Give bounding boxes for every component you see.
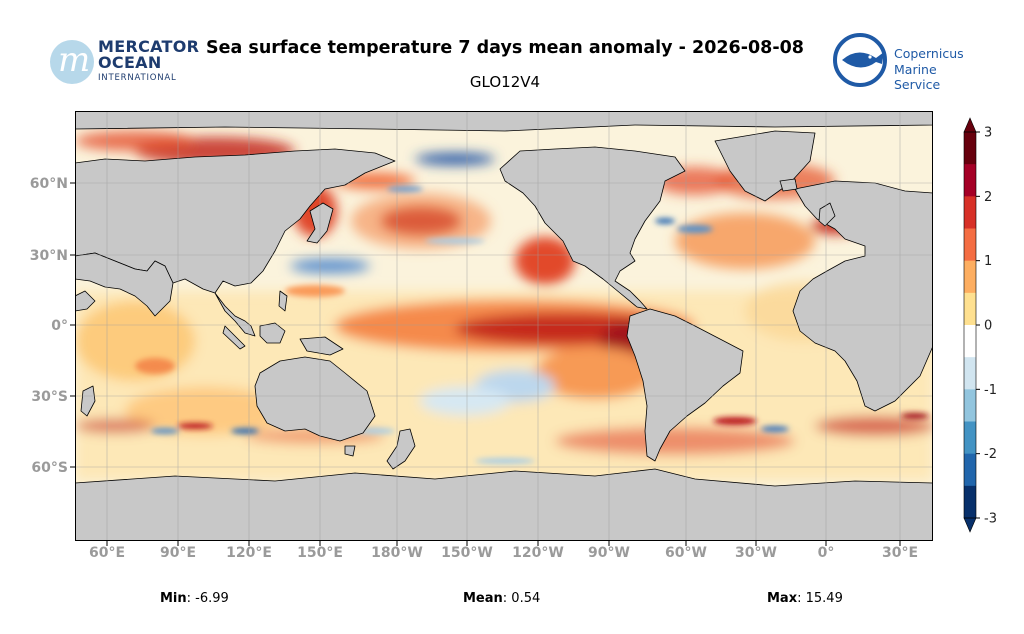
colorbar-segment xyxy=(964,389,976,422)
stat-mean-value: : 0.54 xyxy=(502,591,541,606)
lon-tick-label: 60°W xyxy=(665,545,707,561)
lat-tick-label: 30°S xyxy=(31,389,68,405)
arabia-india xyxy=(75,252,174,317)
anomaly-field xyxy=(75,131,933,481)
colorbar-segment xyxy=(964,357,976,390)
colorbar-segment xyxy=(964,228,976,262)
graticule xyxy=(75,111,933,541)
fish-icon xyxy=(833,33,887,87)
chart-title: Sea surface temperature 7 days mean anom… xyxy=(206,38,804,58)
stat-mean: Mean: 0.54 xyxy=(463,591,540,606)
copernicus-marine-logo: Copernicus Marine Service xyxy=(832,30,982,92)
colorbar-segment xyxy=(964,453,976,487)
africa-east xyxy=(75,290,96,312)
colorbar-segment xyxy=(964,292,976,326)
lon-tick-label: 150°E xyxy=(297,545,343,561)
sst-anomaly-map xyxy=(75,111,933,541)
colorbar-tick-label: 0 xyxy=(984,319,992,334)
colorbar-segment xyxy=(964,325,976,358)
borneo xyxy=(259,322,286,344)
north-america xyxy=(499,146,686,310)
iceland xyxy=(779,178,798,192)
tasmania xyxy=(344,445,356,457)
stat-max-value: : 15.49 xyxy=(797,591,843,606)
lat-tick-label: 60°N xyxy=(30,176,68,192)
mercator-logo-line3: INTERNATIONAL xyxy=(98,73,177,83)
colorbar: 3 2 1 0 -1 -2 -3 xyxy=(963,117,997,533)
antarctica xyxy=(75,468,933,541)
lon-tick-label: 30°E xyxy=(882,545,918,561)
lat-tick-label: 0° xyxy=(51,318,68,334)
mercator-ocean-logo: m MERCATOR OCEAN INTERNATIONAL xyxy=(50,38,199,86)
map-frame xyxy=(75,111,933,541)
lat-tick-label: 60°S xyxy=(31,460,68,476)
colorbar-segment xyxy=(964,485,976,519)
stat-mean-label: Mean xyxy=(463,591,503,606)
lon-tick-label: 150°W xyxy=(441,545,493,561)
lon-tick-label: 0° xyxy=(818,545,835,561)
copernicus-logo-line2: Marine Service xyxy=(894,62,941,92)
lon-tick-label: 30°W xyxy=(735,545,777,561)
colorbar-segment xyxy=(964,132,976,165)
colorbar-tick-label: 1 xyxy=(984,254,992,269)
colorbar-segment xyxy=(964,260,976,294)
arctic-cap xyxy=(75,111,933,132)
chart-subtitle: GLO12V4 xyxy=(469,73,541,91)
lat-tick-label: 30°N xyxy=(30,248,68,264)
mercator-logo-letter: m xyxy=(58,40,91,80)
mercator-logo-line2: OCEAN xyxy=(98,53,162,72)
stat-min-value: : -6.99 xyxy=(186,591,229,606)
lon-tick-label: 90°W xyxy=(588,545,630,561)
colorbar-tick-label: -1 xyxy=(984,383,997,398)
lon-tick-label: 90°E xyxy=(160,545,196,561)
lon-tick-label: 60°E xyxy=(89,545,125,561)
land-masses xyxy=(75,111,933,541)
lon-tick-label: 180°W xyxy=(371,545,423,561)
stat-max: Max: 15.49 xyxy=(767,591,843,606)
lon-tick-label: 120°W xyxy=(512,545,564,561)
uk xyxy=(818,202,836,227)
sumatra xyxy=(222,325,246,350)
colorbar-segment xyxy=(964,421,976,455)
colorbar-extend-max xyxy=(963,117,977,133)
europe-africa-west xyxy=(792,180,933,412)
mercator-logo-mark xyxy=(50,40,94,84)
stat-min-label: Min xyxy=(160,591,187,606)
australia xyxy=(254,356,376,442)
new-guinea xyxy=(299,336,344,356)
colorbar-tick-label: -2 xyxy=(984,447,997,462)
madagascar xyxy=(80,385,96,417)
colorbar-tick-label: 3 xyxy=(984,126,992,141)
stat-max-label: Max xyxy=(767,591,798,606)
stat-min: Min: -6.99 xyxy=(160,591,229,606)
mercator-logo-line1: MERCATOR xyxy=(98,37,200,56)
colorbar-tick-label: -3 xyxy=(984,512,997,527)
map-canvas xyxy=(75,111,933,541)
colorbar-extend-min xyxy=(963,517,977,533)
copernicus-logo-line1: Copernicus xyxy=(894,46,964,61)
colorbar-segment xyxy=(964,164,976,197)
new-zealand xyxy=(386,428,416,470)
philippines xyxy=(278,290,288,312)
colorbar-segment xyxy=(964,196,976,229)
colorbar-tick-label: 2 xyxy=(984,190,992,205)
south-america xyxy=(626,308,744,462)
lon-tick-label: 120°E xyxy=(226,545,272,561)
